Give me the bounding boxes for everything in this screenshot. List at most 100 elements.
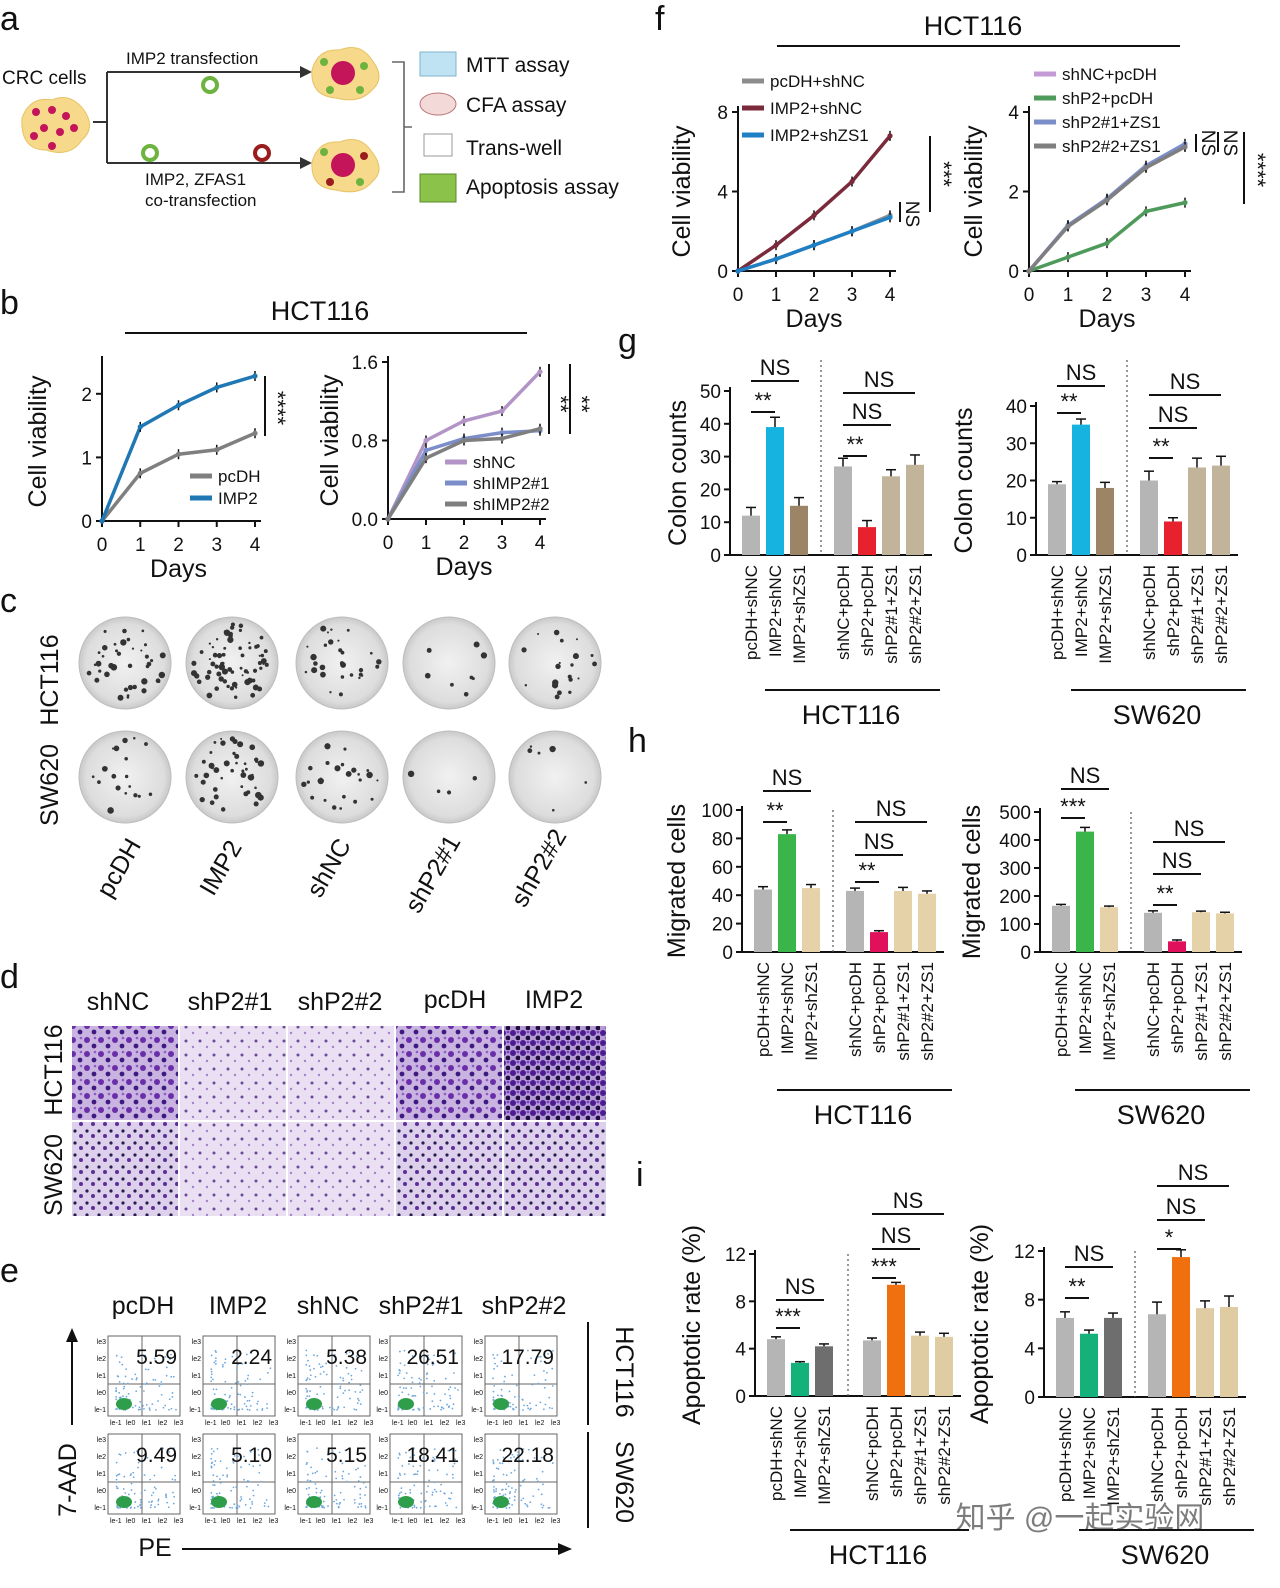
y-tick-label: 0 [735, 1387, 746, 1408]
colony-label: IMP2 [194, 836, 247, 901]
x-tick-label: 2 [1102, 285, 1113, 306]
flow-event [115, 1474, 118, 1477]
flow-event [349, 1397, 351, 1400]
flow-event [508, 1502, 511, 1505]
flow-event [229, 1407, 232, 1410]
flow-event [401, 1391, 404, 1394]
flow-event [329, 1406, 331, 1409]
colony-dot [257, 660, 262, 666]
flow-event [269, 1367, 272, 1370]
flow-event [136, 1450, 138, 1453]
flow-event [399, 1386, 401, 1389]
flow-event [307, 1493, 310, 1496]
flow-percentage: 17.79 [501, 1346, 554, 1369]
flow-tick-label: le0 [408, 1420, 417, 1427]
flow-event [240, 1496, 242, 1498]
flow-event [397, 1477, 400, 1480]
flow-event [420, 1501, 423, 1503]
flow-event [509, 1401, 511, 1404]
flow-event [143, 1407, 145, 1410]
flow-event [403, 1349, 406, 1352]
flow-event [229, 1506, 231, 1509]
panel-e: e pcDH IMP2 shNC shP2#1 shP2#2 5.59le3le… [0, 1252, 638, 1562]
flow-tick-label: le1 [97, 1373, 106, 1380]
flow-tick-label: le0 [126, 1420, 135, 1427]
flow-event [321, 1458, 323, 1461]
flow-event [357, 1354, 360, 1357]
flow-event [348, 1381, 351, 1384]
x-axis-title: Days [1079, 305, 1136, 333]
flow-event [139, 1504, 142, 1507]
flow-tick-label: le1 [142, 1420, 151, 1427]
flow-event [357, 1467, 359, 1470]
bar [742, 515, 760, 555]
flow-tick-label: le0 [474, 1488, 483, 1495]
flow-event [402, 1387, 405, 1389]
colony-plate [295, 730, 389, 824]
data-point [214, 447, 220, 453]
transwell-label: IMP2 [525, 986, 583, 1014]
significance-label: NS [893, 1188, 924, 1213]
colony-dot [220, 807, 226, 812]
flow-percentage: 26.51 [406, 1346, 459, 1369]
flow-event [235, 1368, 238, 1371]
colony-dot [590, 653, 594, 658]
colony-dot [351, 767, 357, 773]
flow-event [519, 1484, 522, 1487]
colony-dot [144, 742, 148, 746]
flow-event [503, 1380, 506, 1383]
flow-tick-label: le-1 [392, 1518, 404, 1525]
flow-event [409, 1489, 412, 1491]
flow-tick-label: le0 [97, 1488, 106, 1495]
flow-event [133, 1507, 136, 1509]
legend-label: pcDH+shNC [770, 72, 865, 91]
transfected-cell-icon [311, 47, 380, 101]
colony-dot [259, 635, 264, 640]
category-label: shP2#2+ZS1 [1212, 565, 1231, 664]
category-label: shP2+pcDH [870, 962, 889, 1053]
colony-dot [319, 664, 326, 671]
colony-dot [326, 631, 330, 634]
flow-tick-label: le1 [424, 1518, 433, 1525]
flow-event [411, 1381, 414, 1384]
y-tick-label: 2 [1008, 183, 1019, 204]
flow-event [238, 1505, 241, 1508]
flow-event [333, 1500, 335, 1503]
flow-event [232, 1460, 234, 1462]
flow-event [118, 1381, 121, 1383]
flow-event [165, 1374, 168, 1377]
colony-dot [337, 639, 340, 642]
flow-event [310, 1466, 313, 1469]
colony-dot [252, 684, 259, 691]
flow-event [403, 1364, 406, 1367]
colony-label: shP2#1 [400, 830, 467, 917]
colony-dot [260, 653, 265, 658]
flow-event [118, 1361, 121, 1364]
flow-percentage: 5.38 [326, 1346, 367, 1369]
y-tick-label: 40 [700, 415, 721, 436]
flow-event [224, 1361, 226, 1364]
flow-event [172, 1491, 174, 1494]
y-tick-label: 40 [712, 886, 733, 907]
colony-dot [555, 663, 561, 670]
data-point [137, 424, 143, 430]
bar [1148, 1314, 1166, 1397]
flow-event [133, 1451, 136, 1454]
colony-dot [258, 654, 261, 657]
flow-event [398, 1394, 400, 1397]
flow-event [229, 1394, 231, 1397]
x-tick-label: 2 [459, 533, 470, 554]
colony-plate [78, 616, 172, 710]
flow-event [312, 1354, 315, 1357]
colony-dot [255, 644, 260, 648]
flow-event [522, 1448, 525, 1450]
bar [1144, 912, 1162, 952]
flow-label: IMP2 [209, 1292, 267, 1320]
flow-event [397, 1497, 400, 1499]
panel-label-b: b [0, 284, 19, 322]
significance-label: NS [864, 829, 895, 854]
flow-event [548, 1396, 551, 1399]
flow-tick-label: le3 [192, 1339, 201, 1346]
flow-event [131, 1378, 133, 1380]
flow-event [359, 1391, 362, 1393]
